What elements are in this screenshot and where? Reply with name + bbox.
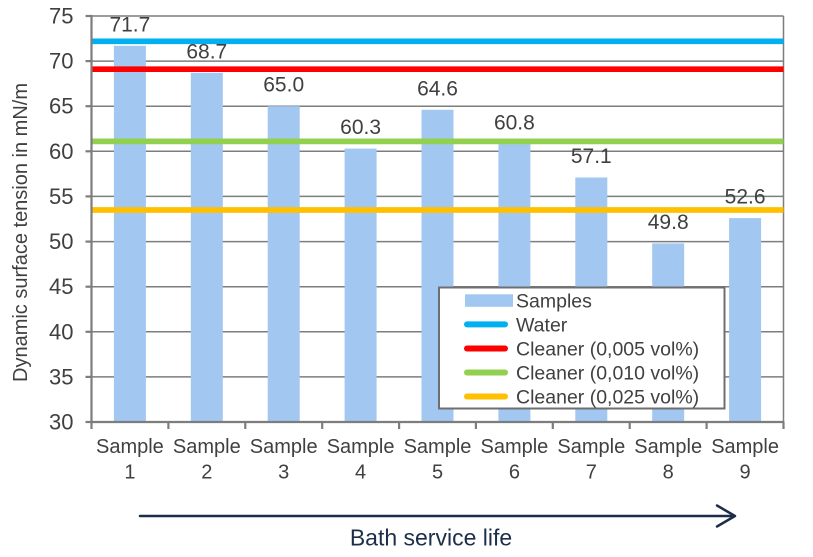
svg-text:64.6: 64.6: [417, 77, 458, 100]
svg-text:Sample: Sample: [557, 436, 625, 458]
svg-text:Sample: Sample: [480, 436, 548, 458]
svg-text:52.6: 52.6: [725, 186, 766, 209]
svg-text:75: 75: [49, 4, 73, 29]
svg-text:Sample: Sample: [250, 436, 318, 458]
svg-text:5: 5: [432, 462, 443, 484]
svg-text:71.7: 71.7: [109, 13, 150, 36]
svg-text:Cleaner (0,005 vol%): Cleaner (0,005 vol%): [516, 338, 699, 360]
svg-text:45: 45: [49, 274, 73, 299]
svg-text:30: 30: [49, 410, 73, 435]
svg-text:Sample: Sample: [634, 436, 702, 458]
svg-text:Sample: Sample: [404, 436, 472, 458]
svg-text:7: 7: [586, 462, 597, 484]
svg-text:50: 50: [49, 229, 73, 254]
svg-text:70: 70: [49, 49, 73, 74]
svg-text:4: 4: [355, 462, 366, 484]
svg-text:40: 40: [49, 319, 73, 344]
svg-text:60.8: 60.8: [494, 112, 535, 135]
svg-text:Bath service life: Bath service life: [350, 525, 512, 551]
svg-text:55: 55: [49, 184, 73, 209]
svg-text:Water: Water: [516, 314, 568, 336]
svg-text:60.3: 60.3: [340, 116, 381, 139]
svg-text:57.1: 57.1: [571, 145, 612, 168]
svg-text:Dynamic surface tension in mN/: Dynamic surface tension in mN/m: [10, 83, 32, 382]
svg-text:Sample: Sample: [173, 436, 241, 458]
svg-text:1: 1: [124, 462, 135, 484]
svg-text:60: 60: [49, 139, 73, 164]
svg-text:68.7: 68.7: [186, 40, 227, 63]
svg-text:3: 3: [278, 462, 289, 484]
svg-text:Sample: Sample: [711, 436, 779, 458]
svg-text:6: 6: [509, 462, 520, 484]
svg-text:65.0: 65.0: [263, 74, 304, 97]
svg-text:9: 9: [740, 462, 751, 484]
svg-text:Cleaner (0,010 vol%): Cleaner (0,010 vol%): [516, 362, 699, 384]
svg-text:2: 2: [201, 462, 212, 484]
svg-text:Samples: Samples: [516, 290, 592, 312]
svg-text:49.8: 49.8: [648, 211, 689, 234]
svg-text:8: 8: [663, 462, 674, 484]
svg-text:65: 65: [49, 94, 73, 119]
svg-text:Cleaner (0,025 vol%): Cleaner (0,025 vol%): [516, 386, 699, 408]
svg-text:35: 35: [49, 364, 73, 389]
svg-text:Sample: Sample: [327, 436, 395, 458]
svg-text:Sample: Sample: [96, 436, 164, 458]
